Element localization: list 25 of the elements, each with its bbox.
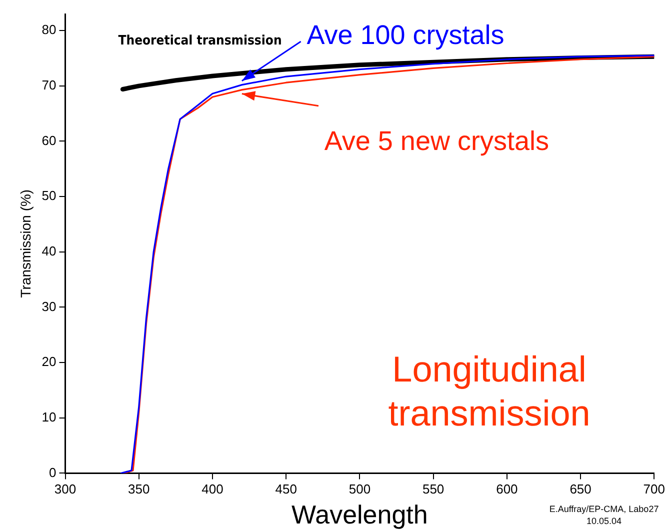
y-tick-label: 0 (49, 464, 56, 480)
y-tick-label: 30 (42, 298, 56, 314)
y-axis-title: Transmission (%) (17, 189, 34, 298)
x-tick-label: 650 (570, 482, 592, 497)
text: E.Auffray/EP-CMA, Labo27 10.05.04 (549, 504, 659, 526)
series-label: Ave 5 new crystals (324, 126, 549, 156)
series-label: Theoretical transmission (118, 34, 282, 49)
y-tick-label: 80 (42, 22, 56, 38)
x-tick-label: 550 (422, 482, 444, 497)
x-tick-label: 350 (128, 482, 150, 497)
x-tick-label: 450 (275, 482, 297, 497)
y-tick-label: 70 (42, 78, 56, 92)
y-tick-label: 10 (42, 409, 56, 424)
x-tick-label: 600 (496, 482, 518, 497)
x-tick-label: 500 (348, 482, 371, 497)
x-tick-label: 700 (643, 482, 666, 497)
x-tick-label: 300 (54, 482, 76, 497)
y-tick-label: 50 (42, 188, 56, 204)
x-axis-title: Wavelength (292, 500, 428, 530)
x-tick-label: 400 (202, 482, 224, 497)
series-label: Ave 100 crystals (306, 20, 504, 50)
y-tick-label: 60 (42, 132, 56, 148)
annotation: Longitudinal transmission (388, 348, 590, 434)
y-tick-label: 20 (42, 354, 56, 370)
y-tick-label: 40 (42, 243, 56, 258)
